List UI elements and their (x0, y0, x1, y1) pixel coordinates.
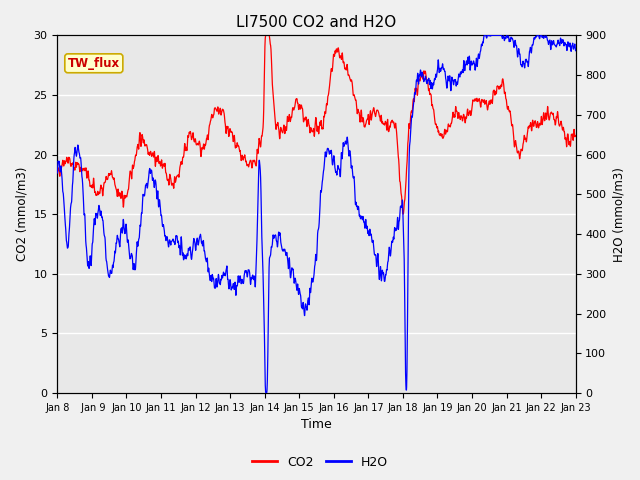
Text: TW_flux: TW_flux (68, 57, 120, 70)
X-axis label: Time: Time (301, 419, 332, 432)
Title: LI7500 CO2 and H2O: LI7500 CO2 and H2O (236, 15, 397, 30)
Y-axis label: H2O (mmol/m3): H2O (mmol/m3) (612, 167, 625, 262)
Legend: CO2, H2O: CO2, H2O (247, 451, 393, 474)
Y-axis label: CO2 (mmol/m3): CO2 (mmol/m3) (15, 167, 28, 262)
